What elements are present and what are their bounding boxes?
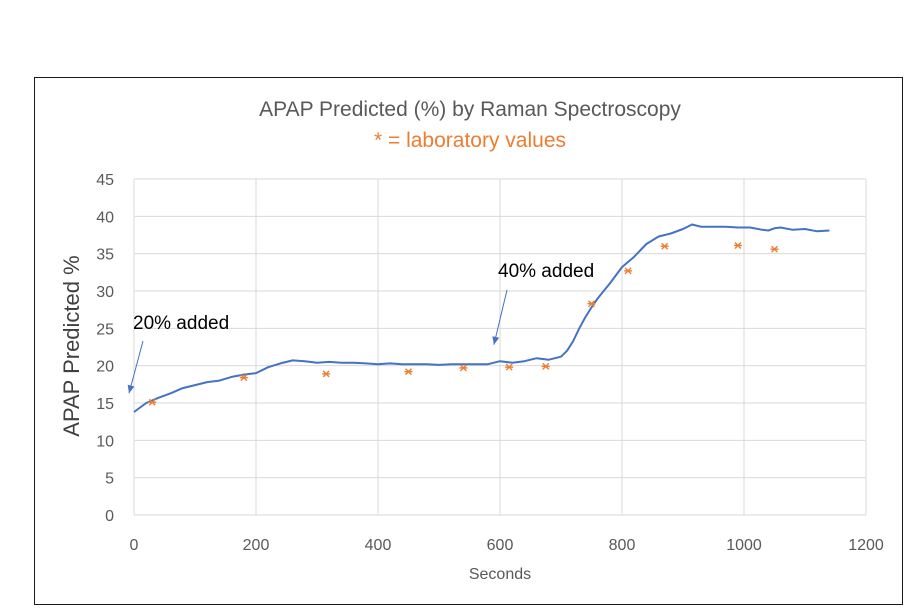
lab-value-marker xyxy=(404,368,413,376)
predicted-series xyxy=(133,223,830,413)
y-tick-label: 30 xyxy=(96,284,114,301)
x-tick-label: 1000 xyxy=(726,537,762,554)
y-tick-label: 15 xyxy=(96,396,114,413)
chart-frame xyxy=(34,77,903,605)
y-tick-label: 45 xyxy=(96,172,114,189)
x-tick-label: 1200 xyxy=(848,537,884,554)
y-axis-ticks: 0 5 10 15 20 25 30 35 40 45 xyxy=(96,172,114,525)
x-tick-label: 600 xyxy=(487,537,514,554)
predicted-line xyxy=(133,223,830,413)
annotation-20-added: 20% added xyxy=(133,313,229,334)
annotation-40-added: 40% added xyxy=(498,261,594,282)
lab-value-marker xyxy=(148,398,157,406)
y-tick-label: 25 xyxy=(96,321,114,338)
y-tick-label: 20 xyxy=(96,359,114,376)
chart-subtitle: * = laboratory values xyxy=(374,129,566,152)
annotation-arrowhead xyxy=(127,384,135,394)
y-tick-label: 10 xyxy=(96,433,114,450)
y-tick-label: 5 xyxy=(105,471,114,488)
x-tick-label: 200 xyxy=(243,537,270,554)
x-axis-ticks: 0 200 400 600 800 1000 1200 xyxy=(130,537,884,554)
annotation-arrowhead xyxy=(492,336,500,345)
y-tick-label: 0 xyxy=(105,508,114,525)
lab-value-marker xyxy=(239,374,248,382)
lab-value-marker xyxy=(770,245,779,253)
laboratory-values-series xyxy=(148,241,779,406)
lab-value-marker xyxy=(733,241,742,249)
annotations: 20% added 40% added xyxy=(127,261,594,394)
lab-value-marker xyxy=(459,364,468,372)
lab-value-marker xyxy=(587,300,596,308)
lab-value-marker xyxy=(505,363,514,371)
y-tick-label: 40 xyxy=(96,209,114,226)
x-tick-label: 800 xyxy=(609,537,636,554)
annotation-arrow-line xyxy=(493,289,508,345)
lab-value-marker xyxy=(541,362,550,370)
y-tick-label: 35 xyxy=(96,247,114,264)
lab-value-marker xyxy=(624,267,633,275)
x-tick-label: 0 xyxy=(130,537,139,554)
chart-title: APAP Predicted (%) by Raman Spectroscopy xyxy=(259,98,681,121)
grid-lines xyxy=(133,178,867,516)
lab-value-marker xyxy=(322,370,331,378)
lab-value-marker xyxy=(660,242,669,250)
x-axis-label: Seconds xyxy=(469,566,531,583)
x-tick-label: 400 xyxy=(365,537,392,554)
annotation-arrow-line xyxy=(128,340,144,394)
y-axis-label: APAP Predicted % xyxy=(59,255,84,436)
